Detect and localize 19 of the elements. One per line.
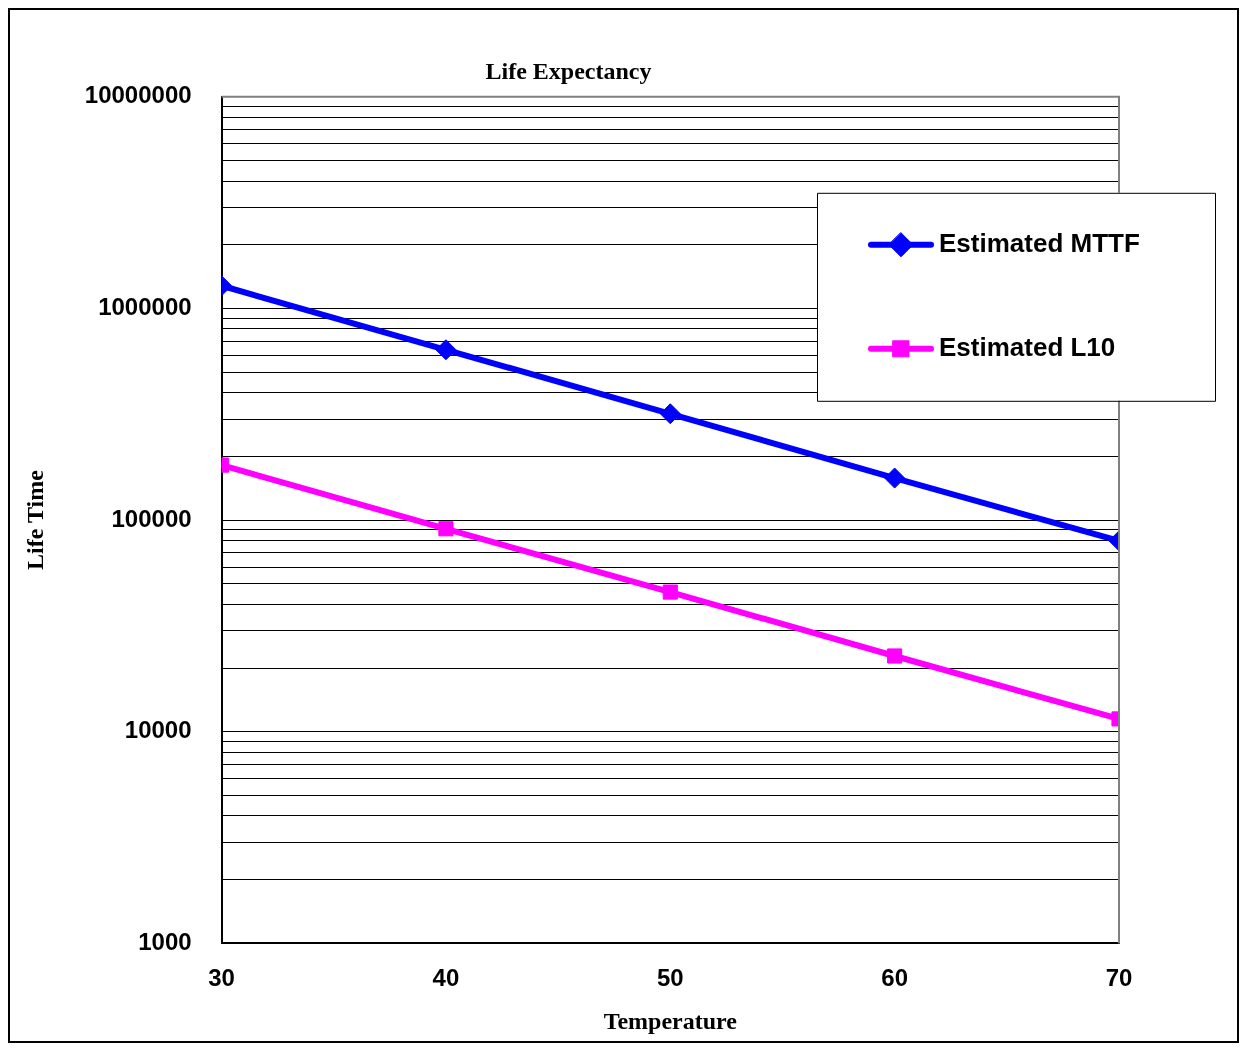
x-tick-label: 30: [208, 964, 235, 992]
point: [435, 339, 457, 361]
chart-title: Life Expectancy: [485, 57, 652, 84]
legend-label: Estimated L10: [939, 331, 1116, 362]
y-axis-title: Life Time: [21, 469, 48, 570]
point: [438, 521, 454, 537]
x-tick-label: 40: [432, 964, 460, 992]
point: [662, 584, 678, 600]
x-axis-title: Temperature: [603, 1007, 738, 1034]
y-tick-label: 100000: [111, 504, 192, 532]
x-tick-label: 60: [881, 964, 908, 992]
y-tick-label: 10000: [124, 716, 192, 744]
y-tick-label: 10000000: [84, 81, 192, 109]
point: [659, 403, 681, 425]
x-tick-label: 50: [656, 964, 684, 992]
x-tick-label: 70: [1105, 964, 1133, 992]
y-tick-label: 1000000: [98, 293, 192, 321]
legend-label: Estimated MTTF: [939, 227, 1140, 258]
y-tick-label: 1000: [138, 928, 192, 956]
